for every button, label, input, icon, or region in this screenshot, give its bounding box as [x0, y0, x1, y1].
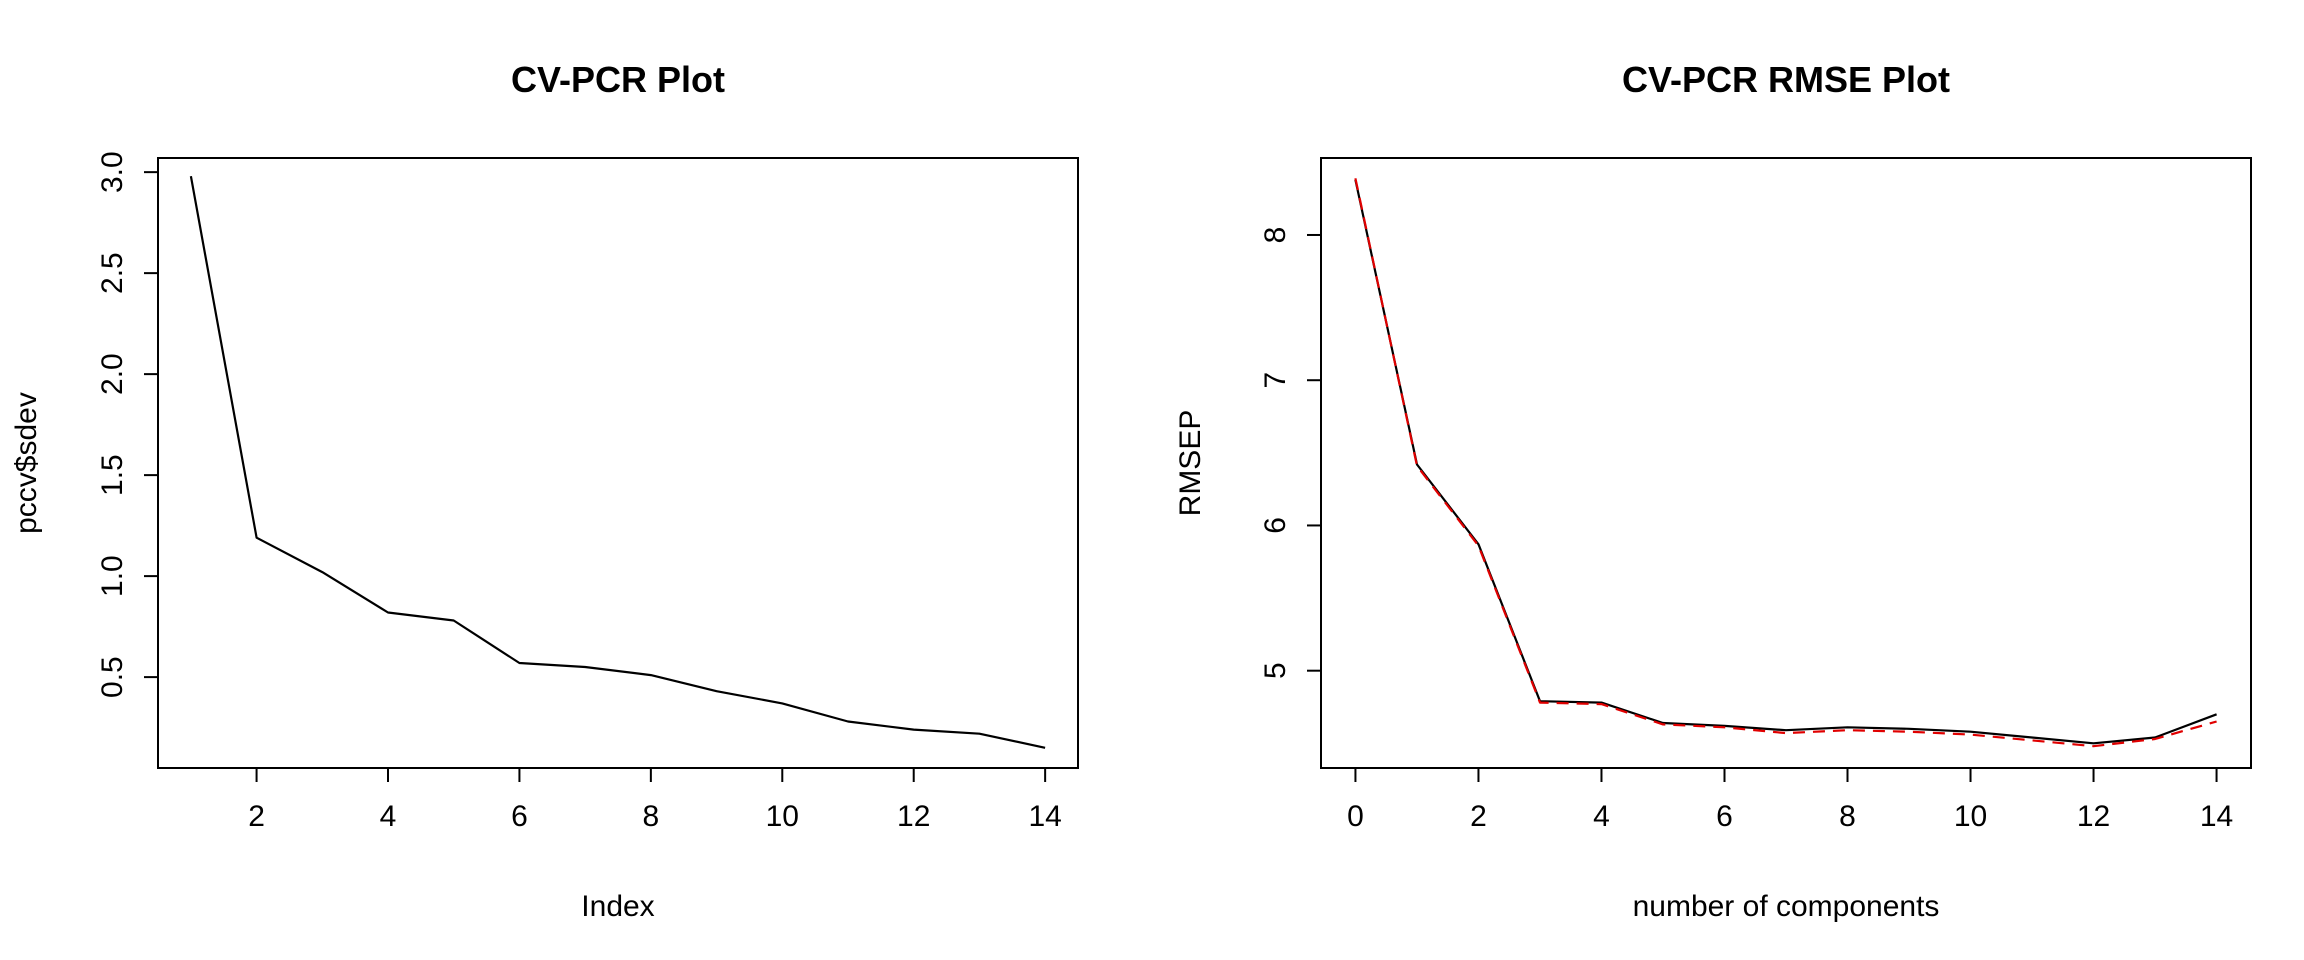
x-tick-label: 2 [1470, 800, 1487, 833]
series-line-1 [189, 176, 1046, 749]
x-axis-ticks: 2 4 6 8 10 12 14 [248, 768, 1062, 833]
x-tick-label: 10 [766, 800, 799, 833]
plot-frame [1320, 157, 2252, 769]
y-axis-label: pccv$sdev [10, 392, 43, 534]
y-axis-ticks: 5 6 7 8 [1259, 227, 1321, 679]
x-tick-label: 12 [897, 800, 930, 833]
chart-title: CV-PCR Plot [511, 59, 725, 100]
x-tick-label: 4 [1593, 800, 1610, 833]
x-tick-label: 8 [1839, 800, 1856, 833]
x-tick-label: 12 [2077, 800, 2110, 833]
plot-frame [157, 157, 1079, 769]
y-tick-label: 5 [1259, 662, 1292, 679]
series-line-2 [1354, 178, 2217, 748]
y-tick-label: 2.0 [96, 353, 129, 395]
y-axis-ticks: 0.5 1.0 1.5 2.0 2.5 3.0 [96, 151, 158, 698]
x-tick-label: 6 [1716, 800, 1733, 833]
x-tick-label: 0 [1347, 800, 1364, 833]
x-tick-label: 4 [380, 800, 397, 833]
series-line-1 [1354, 179, 2217, 745]
x-axis-label: number of components [1633, 890, 1940, 923]
y-tick-label: 1.5 [96, 454, 129, 496]
y-tick-label: 7 [1259, 372, 1292, 389]
y-tick-label: 2.5 [96, 252, 129, 294]
x-tick-label: 14 [2200, 800, 2233, 833]
x-tick-label: 14 [1028, 800, 1061, 833]
x-axis-label: Index [581, 890, 654, 923]
panel-cv-pcr-rmse: CV-PCR RMSE Plot number of components RM… [1174, 59, 2252, 923]
y-axis-label: RMSEP [1174, 410, 1207, 517]
series-group [189, 176, 1046, 749]
x-tick-label: 10 [1954, 800, 1987, 833]
panel-cv-pcr: CV-PCR Plot Index pccv$sdev 2 4 6 8 10 12 14 0… [10, 59, 1079, 923]
y-tick-label: 8 [1259, 227, 1292, 244]
x-axis-ticks: 0 2 4 6 8 10 12 14 [1347, 768, 2233, 833]
y-tick-label: 0.5 [96, 656, 129, 698]
series-group [1354, 178, 2217, 748]
y-tick-label: 1.0 [96, 555, 129, 597]
chart-title: CV-PCR RMSE Plot [1622, 59, 1950, 100]
x-tick-label: 6 [511, 800, 528, 833]
y-tick-label: 3.0 [96, 151, 129, 193]
x-tick-label: 2 [248, 800, 265, 833]
y-tick-label: 6 [1259, 517, 1292, 534]
x-tick-label: 8 [643, 800, 660, 833]
